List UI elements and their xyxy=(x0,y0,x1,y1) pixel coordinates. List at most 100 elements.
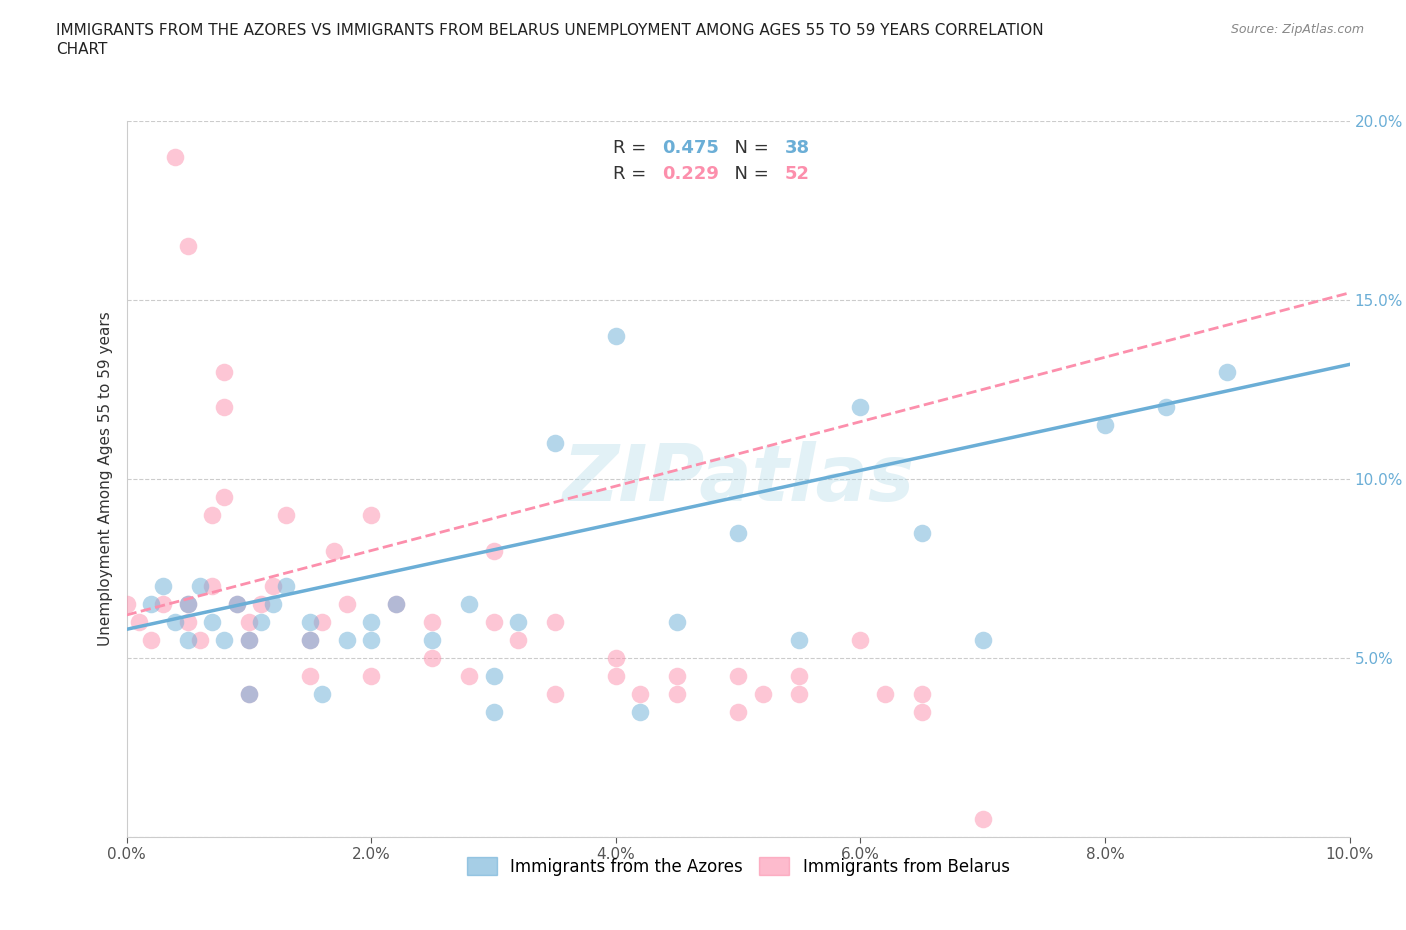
Point xyxy=(139,597,162,612)
Point xyxy=(849,400,872,415)
Point xyxy=(214,632,236,647)
Point xyxy=(115,597,138,612)
Point xyxy=(152,578,174,594)
Text: 38: 38 xyxy=(785,139,810,157)
Point xyxy=(422,651,444,666)
Point xyxy=(422,632,444,647)
Point xyxy=(422,615,444,630)
Point xyxy=(177,239,200,254)
Point xyxy=(177,632,200,647)
Point xyxy=(628,686,651,701)
Point xyxy=(165,615,187,630)
Point xyxy=(628,704,651,719)
Point xyxy=(214,364,236,379)
Point xyxy=(238,632,260,647)
Point xyxy=(238,632,260,647)
Text: ZIPatlas: ZIPatlas xyxy=(562,441,914,517)
Text: N =: N = xyxy=(724,166,775,183)
Text: N =: N = xyxy=(724,139,775,157)
Point xyxy=(506,632,529,647)
Point xyxy=(727,704,749,719)
Point xyxy=(152,597,174,612)
Point xyxy=(506,615,529,630)
Point xyxy=(605,669,627,684)
Point xyxy=(751,686,773,701)
Point xyxy=(482,543,505,558)
Point xyxy=(605,328,627,343)
Text: 0.229: 0.229 xyxy=(662,166,720,183)
Point xyxy=(139,632,162,647)
Point xyxy=(177,597,200,612)
Y-axis label: Unemployment Among Ages 55 to 59 years: Unemployment Among Ages 55 to 59 years xyxy=(97,312,112,646)
Point xyxy=(165,149,187,164)
Text: R =: R = xyxy=(613,166,652,183)
Point xyxy=(360,669,382,684)
Point xyxy=(238,686,260,701)
Point xyxy=(177,615,200,630)
Point xyxy=(543,686,565,701)
Point xyxy=(911,686,934,701)
Point xyxy=(360,615,382,630)
Point xyxy=(543,435,565,451)
Point xyxy=(201,508,224,523)
Point xyxy=(666,615,689,630)
Point xyxy=(201,578,224,594)
Point xyxy=(214,489,236,504)
Point xyxy=(311,615,333,630)
Point xyxy=(299,615,322,630)
Point xyxy=(787,669,810,684)
Point xyxy=(972,632,994,647)
Point xyxy=(311,686,333,701)
Point xyxy=(188,632,211,647)
Point xyxy=(225,597,247,612)
Point xyxy=(482,669,505,684)
Point xyxy=(727,669,749,684)
Point xyxy=(1216,364,1239,379)
Point xyxy=(262,578,284,594)
Point xyxy=(225,597,247,612)
Point xyxy=(787,686,810,701)
Point xyxy=(911,525,934,540)
Point xyxy=(299,632,322,647)
Point xyxy=(384,597,406,612)
Point xyxy=(1094,418,1116,432)
Point xyxy=(336,632,359,647)
Point xyxy=(384,597,406,612)
Point xyxy=(849,632,872,647)
Text: IMMIGRANTS FROM THE AZORES VS IMMIGRANTS FROM BELARUS UNEMPLOYMENT AMONG AGES 55: IMMIGRANTS FROM THE AZORES VS IMMIGRANTS… xyxy=(56,23,1043,38)
Point xyxy=(336,597,359,612)
Text: R =: R = xyxy=(613,139,652,157)
Point xyxy=(787,632,810,647)
Point xyxy=(250,615,273,630)
Point xyxy=(458,597,481,612)
Point xyxy=(482,704,505,719)
Point xyxy=(911,704,934,719)
Point xyxy=(972,812,994,827)
Point xyxy=(323,543,346,558)
Point xyxy=(727,525,749,540)
Point xyxy=(188,578,211,594)
Point xyxy=(250,597,273,612)
Point xyxy=(458,669,481,684)
Point xyxy=(666,686,689,701)
Point xyxy=(201,615,224,630)
Text: 0.475: 0.475 xyxy=(662,139,720,157)
Point xyxy=(238,615,260,630)
Point xyxy=(214,400,236,415)
Point xyxy=(262,597,284,612)
Point xyxy=(299,669,322,684)
Point xyxy=(605,651,627,666)
Text: 52: 52 xyxy=(785,166,810,183)
Point xyxy=(274,578,297,594)
Point xyxy=(666,669,689,684)
Point xyxy=(482,615,505,630)
Point xyxy=(360,508,382,523)
Point xyxy=(274,508,297,523)
Point xyxy=(128,615,150,630)
Text: Source: ZipAtlas.com: Source: ZipAtlas.com xyxy=(1230,23,1364,36)
Point xyxy=(299,632,322,647)
Point xyxy=(238,686,260,701)
Point xyxy=(543,615,565,630)
Point xyxy=(177,597,200,612)
Legend: Immigrants from the Azores, Immigrants from Belarus: Immigrants from the Azores, Immigrants f… xyxy=(460,850,1017,883)
